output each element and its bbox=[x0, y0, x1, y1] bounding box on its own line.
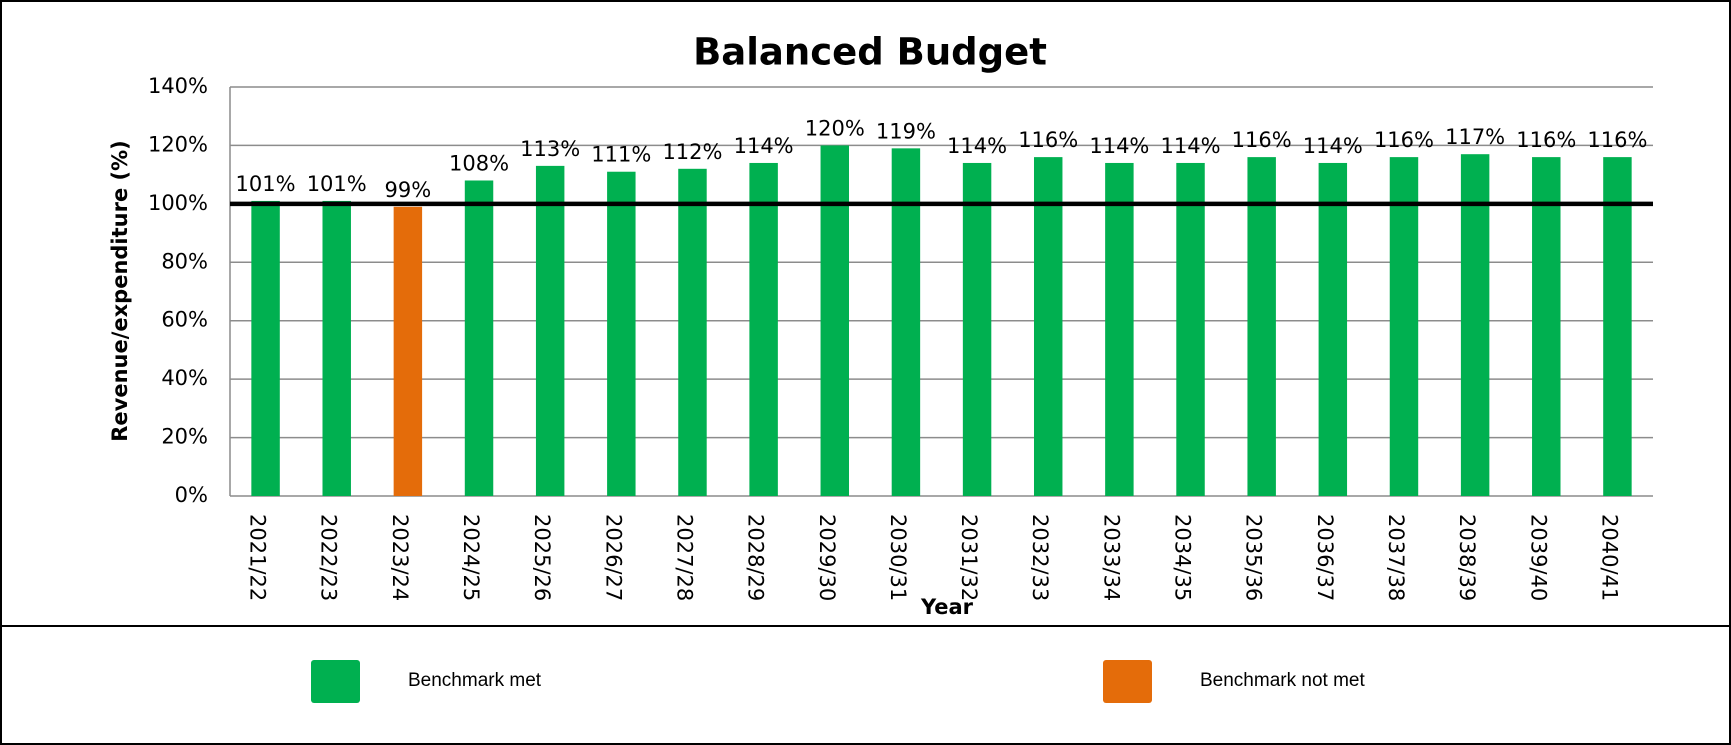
y-axis-label: Revenue/expenditure (%) bbox=[108, 140, 132, 442]
value-label: 116% bbox=[1587, 128, 1647, 152]
legend-label: Benchmark met bbox=[408, 670, 542, 691]
bar bbox=[251, 200, 280, 496]
value-label: 114% bbox=[947, 134, 1007, 158]
value-label: 116% bbox=[1374, 128, 1434, 152]
x-tick-label: 2021/22 bbox=[246, 514, 270, 601]
x-tick-label: 2023/24 bbox=[388, 514, 412, 601]
legend-label: Benchmark not met bbox=[1200, 670, 1365, 691]
legend-swatch bbox=[1103, 660, 1152, 703]
value-label: 108% bbox=[449, 151, 509, 175]
bar bbox=[393, 206, 423, 496]
value-label: 114% bbox=[1161, 134, 1221, 158]
y-tick-label: 100% bbox=[148, 191, 208, 215]
y-tick-label: 20% bbox=[161, 425, 208, 449]
x-tick-label: 2028/29 bbox=[744, 514, 768, 601]
value-label: 99% bbox=[385, 178, 432, 202]
y-tick-label: 120% bbox=[148, 132, 208, 156]
value-label: 113% bbox=[520, 137, 580, 161]
value-label: 120% bbox=[805, 116, 865, 140]
bar bbox=[1460, 154, 1490, 496]
value-label: 117% bbox=[1445, 125, 1505, 149]
x-tick-label: 2034/35 bbox=[1171, 514, 1195, 601]
value-label: 111% bbox=[591, 143, 651, 167]
chart-title: Balanced Budget bbox=[693, 31, 1047, 74]
value-label: 119% bbox=[876, 119, 936, 143]
bar bbox=[1603, 157, 1632, 496]
y-tick-label: 80% bbox=[161, 249, 208, 273]
x-tick-label: 2022/23 bbox=[317, 514, 341, 601]
bar bbox=[820, 145, 850, 496]
value-label: 116% bbox=[1232, 128, 1292, 152]
x-tick-label: 2024/25 bbox=[459, 514, 483, 601]
y-tick-label: 40% bbox=[161, 366, 208, 390]
bar bbox=[962, 162, 992, 496]
x-tick-label: 2030/31 bbox=[886, 514, 910, 601]
bar bbox=[1318, 162, 1348, 496]
bar bbox=[678, 168, 707, 497]
bar bbox=[535, 165, 565, 496]
y-tick-label: 140% bbox=[148, 74, 208, 98]
value-label: 116% bbox=[1018, 128, 1078, 152]
value-label: 114% bbox=[734, 134, 794, 158]
bar bbox=[1033, 157, 1063, 496]
value-label: 101% bbox=[307, 172, 367, 196]
bar bbox=[749, 162, 778, 496]
x-tick-label: 2031/32 bbox=[957, 514, 981, 601]
x-tick-label: 2026/27 bbox=[601, 514, 625, 601]
bar bbox=[322, 200, 351, 496]
x-tick-label: 2038/39 bbox=[1455, 514, 1479, 601]
legend-swatch bbox=[311, 660, 360, 703]
bar bbox=[891, 148, 921, 496]
x-tick-label: 2037/38 bbox=[1384, 514, 1408, 601]
value-label: 114% bbox=[1089, 134, 1149, 158]
bar bbox=[607, 171, 636, 496]
value-label: 112% bbox=[662, 140, 722, 164]
x-tick-label: 2027/28 bbox=[672, 514, 696, 601]
bar bbox=[1389, 157, 1419, 496]
x-tick-label: 2029/30 bbox=[815, 514, 839, 601]
bar bbox=[1532, 157, 1561, 496]
value-label: 101% bbox=[236, 172, 296, 196]
x-axis-label: Year bbox=[920, 595, 974, 619]
bar bbox=[1105, 162, 1134, 496]
x-tick-label: 2032/33 bbox=[1028, 514, 1052, 601]
bar bbox=[1176, 162, 1205, 496]
y-tick-label: 0% bbox=[175, 483, 208, 507]
x-tick-label: 2025/26 bbox=[530, 514, 554, 601]
value-label: 114% bbox=[1303, 134, 1363, 158]
value-label: 116% bbox=[1516, 128, 1576, 152]
x-tick-label: 2040/41 bbox=[1597, 514, 1621, 601]
x-tick-label: 2039/40 bbox=[1526, 514, 1550, 601]
x-tick-label: 2035/36 bbox=[1242, 514, 1266, 601]
x-tick-label: 2033/34 bbox=[1099, 514, 1123, 601]
bar bbox=[464, 180, 494, 496]
bar bbox=[1247, 157, 1276, 496]
y-tick-label: 60% bbox=[161, 308, 208, 332]
x-tick-label: 2036/37 bbox=[1313, 514, 1337, 601]
